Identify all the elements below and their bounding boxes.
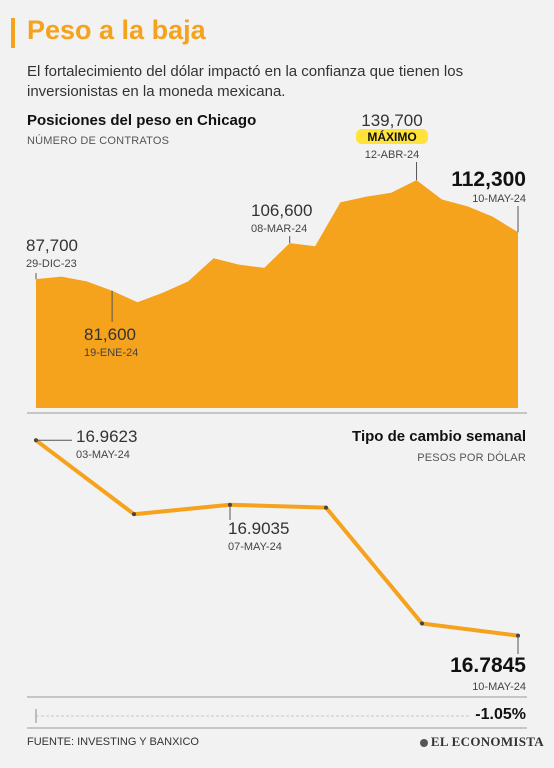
annotation-value: 112,300: [451, 168, 526, 191]
area-series-contratos: [36, 180, 518, 408]
annotation-date: 10-MAY-24: [472, 681, 526, 693]
annotation-date: 29-DIC-23: [26, 258, 77, 270]
annotation-value: 139,700: [361, 111, 422, 130]
page-title: Peso a la baja: [27, 15, 206, 45]
chart2-subtitle: PESOS POR DÓLAR: [417, 452, 526, 464]
annotation-value: 106,600: [251, 201, 312, 220]
annotation-value: 81,600: [84, 325, 136, 344]
logo-text: EL ECONOMISTA: [430, 734, 544, 749]
annotation-date: 19-ENE-24: [84, 347, 138, 359]
annotation-date: 07-MAY-24: [228, 541, 282, 553]
page-subtitle: El fortalecimiento del dólar impactó en …: [27, 63, 464, 100]
annotation-date: 12-ABR-24: [365, 149, 419, 161]
title-accent-bar: [11, 18, 15, 48]
annotation-value: 16.7845: [450, 654, 526, 677]
chart2-title: Tipo de cambio semanal: [352, 428, 526, 445]
annotation-value: 16.9623: [76, 427, 137, 446]
change-value: -1.05%: [475, 706, 526, 723]
line-point: [420, 621, 424, 626]
annotation-value: 16.9035: [228, 519, 289, 538]
annotation-date: 03-MAY-24: [76, 449, 130, 461]
publisher-logo: EL ECONOMISTA: [419, 734, 544, 750]
max-badge-label: MÁXIMO: [367, 129, 416, 144]
annotation-date: 08-MAR-24: [251, 223, 307, 235]
line-point: [132, 512, 136, 517]
logo-icon: [419, 739, 428, 748]
chart1-subtitle: NÚMERO DE CONTRATOS: [27, 135, 170, 147]
annotation-value: 87,700: [26, 236, 78, 255]
line-series-tipo-cambio: [34, 438, 520, 638]
chart1-title: Posiciones del peso en Chicago: [27, 112, 257, 129]
line-point: [324, 505, 328, 510]
footer-source: FUENTE: INVESTING Y BANXICO: [27, 736, 199, 748]
annotation-date: 10-MAY-24: [472, 193, 526, 205]
max-badge-bg: [356, 129, 428, 144]
